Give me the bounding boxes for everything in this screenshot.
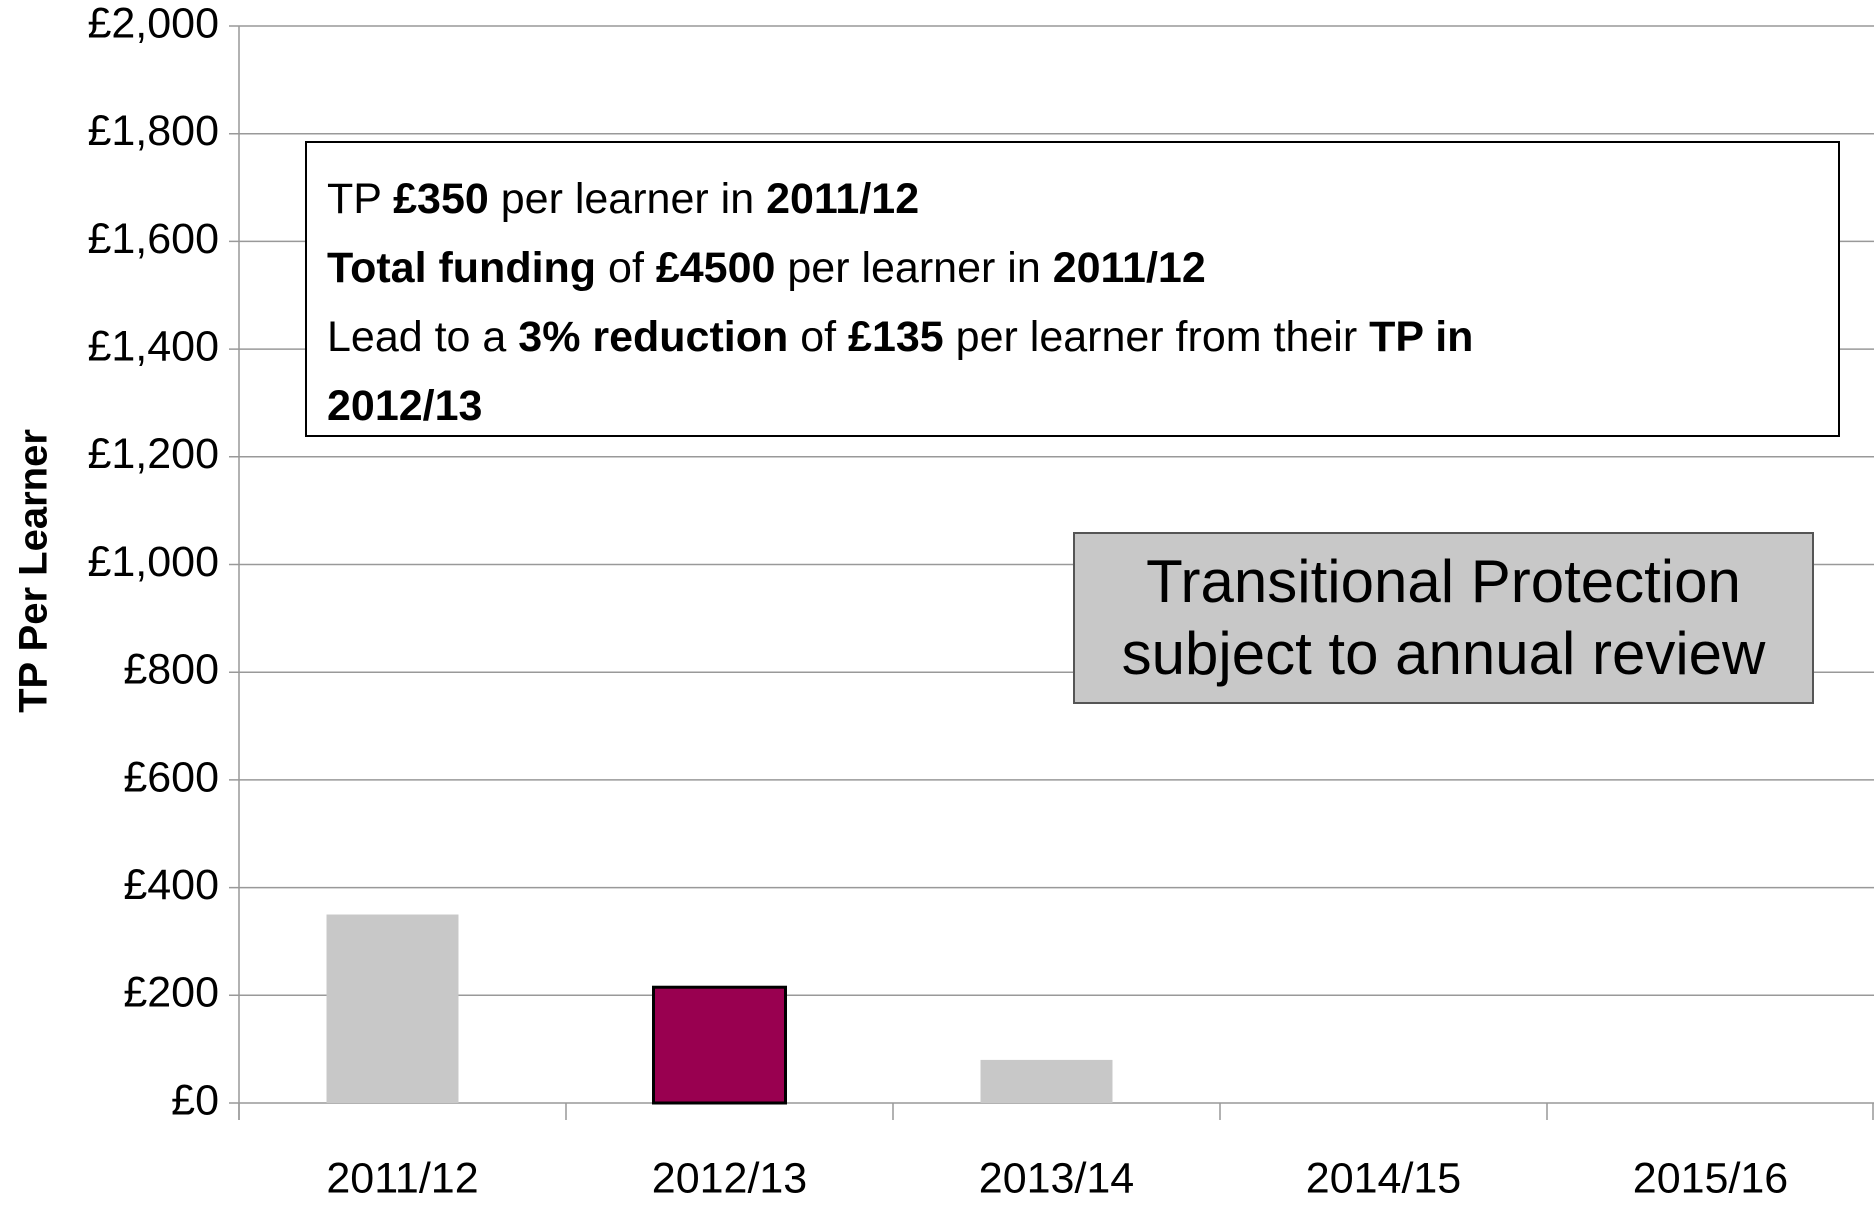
annotation-text: TP in (1369, 313, 1474, 361)
x-tick-label: 2014/15 (1306, 1154, 1461, 1202)
bar (980, 1059, 1113, 1103)
annotation-text: 2011/12 (766, 175, 920, 223)
annotation-text: of (596, 244, 656, 292)
annotation-line: 2012/13 (327, 372, 1838, 441)
y-tick-label: £800 (123, 646, 219, 694)
annotation-line: Total funding of £4500 per learner in 20… (327, 234, 1838, 303)
annotation-text: 2012/13 (327, 382, 483, 430)
annotation-box: Transitional Protection subject to annua… (1073, 532, 1814, 704)
y-tick-label: £1,800 (87, 107, 219, 155)
annotation-text: 3% reduction (518, 313, 789, 361)
y-tick-label: £1,200 (87, 430, 219, 478)
annotation-text: per learner in (775, 244, 1053, 292)
annotation-text: 2011/12 (1052, 244, 1206, 292)
x-tick-label: 2015/16 (1633, 1154, 1788, 1202)
annotation-text: Lead to a (327, 313, 519, 361)
annotation-text: £4500 (655, 244, 776, 292)
y-tick-label: £1,600 (87, 215, 219, 263)
y-tick-label: £2,000 (87, 0, 219, 47)
x-tick-label: 2012/13 (652, 1154, 807, 1202)
y-tick-label: £1,000 (87, 538, 219, 586)
annotation-text: £135 (848, 313, 944, 361)
annotation-text: per learner from their (943, 313, 1370, 361)
annotation-line: Lead to a 3% reduction of £135 per learn… (327, 303, 1838, 372)
annotation-text: of (788, 313, 849, 361)
y-tick-label: £0 (171, 1076, 219, 1124)
annotation-box: TP £350 per learner in 2011/12 Total fund… (305, 141, 1840, 437)
y-tick-label: £200 (123, 969, 219, 1017)
annotation-text: per learner in (488, 175, 767, 223)
bar (326, 914, 459, 1103)
y-tick-label: £1,400 (87, 322, 219, 370)
bar (652, 985, 787, 1105)
y-tick-label: £600 (123, 753, 219, 801)
x-tick-label: 2011/12 (326, 1154, 478, 1202)
annotation-line: TP £350 per learner in 2011/12 (327, 165, 1838, 234)
x-tick-label: 2013/14 (979, 1154, 1134, 1202)
annotation-text: Total funding (327, 244, 597, 292)
annotation-text: £350 (393, 175, 489, 223)
annotation-text: TP (327, 175, 394, 223)
y-tick-label: £400 (123, 861, 219, 909)
y-axis-title: TP Per Learner (12, 429, 56, 713)
